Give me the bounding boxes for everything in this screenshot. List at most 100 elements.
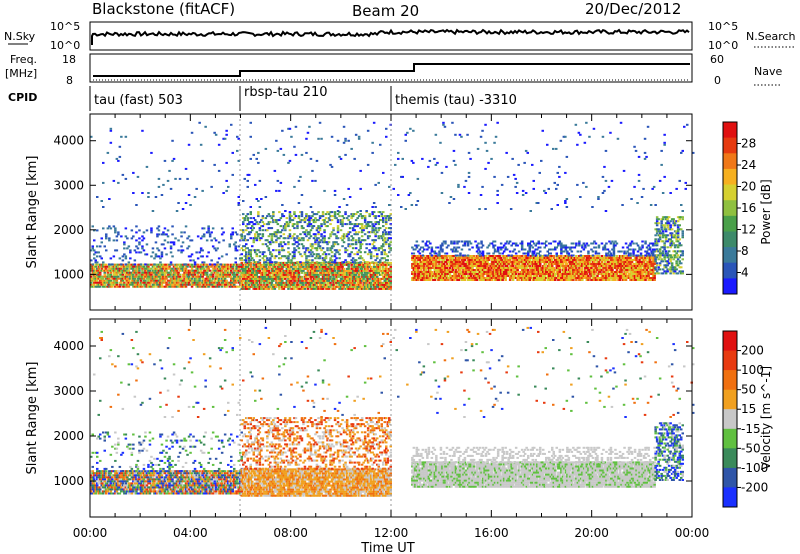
range-cell — [246, 275, 249, 278]
range-cell — [371, 275, 374, 278]
range-cell — [435, 269, 438, 271]
range-cell — [499, 263, 503, 265]
range-cell — [300, 283, 304, 286]
range-cell — [492, 261, 495, 263]
range-cell — [112, 281, 116, 284]
range-cell — [371, 267, 374, 270]
range-cell — [234, 285, 237, 288]
range-cell — [587, 271, 590, 273]
range-cell — [157, 285, 161, 288]
range-cell — [347, 231, 350, 234]
range-cell — [288, 221, 292, 224]
range-cell — [160, 251, 164, 254]
range-cell — [321, 261, 325, 264]
range-cell — [374, 221, 377, 224]
range-cell — [377, 211, 380, 214]
range-cell — [336, 229, 340, 232]
range-cell — [433, 267, 437, 269]
range-cell — [444, 271, 447, 273]
range-cell — [148, 283, 152, 286]
range-cell — [327, 275, 331, 278]
range-cell — [285, 285, 289, 288]
range-cell — [372, 283, 376, 286]
range-cell — [245, 229, 248, 232]
range-cell — [519, 257, 522, 259]
range-cell — [297, 237, 301, 240]
range-cell — [542, 275, 545, 277]
range-cell — [360, 267, 364, 270]
range-cell — [263, 275, 266, 278]
range-cell — [115, 239, 119, 242]
range-cell — [278, 237, 281, 240]
range-cell — [504, 255, 507, 257]
range-cell — [499, 271, 503, 273]
range-cell — [99, 269, 102, 272]
range-cell — [273, 283, 277, 286]
range-cell — [329, 211, 332, 214]
range-cell — [252, 273, 255, 276]
range-cell — [184, 283, 188, 286]
range-cell — [558, 269, 562, 271]
range-cell — [504, 261, 507, 263]
range-cell — [243, 277, 246, 280]
range-cell — [294, 285, 298, 288]
range-cell — [178, 273, 182, 276]
range-cell — [531, 279, 534, 281]
range-cell — [333, 263, 337, 266]
range-cell — [377, 235, 380, 238]
range-cell — [297, 269, 301, 272]
range-cell — [312, 265, 316, 268]
range-cell — [411, 279, 414, 281]
range-cell — [195, 271, 198, 274]
range-cell — [223, 267, 227, 270]
range-cell — [528, 273, 531, 275]
range-cell — [438, 269, 441, 271]
range-cell — [465, 273, 468, 275]
range-cell — [354, 279, 358, 282]
range-cell — [585, 259, 589, 261]
freq-strip: Freq. [MHz] 18 8 60 0 Nave CPID — [5, 53, 782, 104]
range-cell — [303, 251, 307, 254]
range-cell — [246, 269, 249, 272]
range-cell — [357, 215, 361, 218]
range-cell — [291, 277, 295, 280]
range-cell — [282, 275, 286, 278]
range-cell — [330, 261, 334, 264]
range-cell — [543, 259, 546, 261]
range-cell — [308, 267, 311, 270]
range-cell — [380, 285, 383, 288]
range-cell — [380, 235, 383, 238]
range-cell — [93, 229, 96, 232]
range-cell — [463, 279, 467, 281]
range-cell — [105, 275, 108, 278]
range-cell — [118, 273, 122, 276]
range-cell — [153, 285, 156, 288]
range-cell — [389, 285, 392, 288]
range-cell — [377, 215, 380, 218]
range-cell — [105, 237, 108, 240]
range-cell — [564, 275, 568, 277]
range-cell — [609, 257, 613, 259]
range-cell — [472, 271, 476, 273]
range-cell — [214, 281, 218, 284]
range-cell — [278, 211, 281, 214]
range-cell — [151, 265, 155, 268]
range-cell — [255, 285, 258, 288]
range-cell — [442, 279, 446, 281]
range-cell — [505, 257, 509, 259]
range-cell — [184, 277, 188, 280]
range-cell — [160, 263, 164, 266]
range-cell — [418, 275, 422, 277]
range-cell — [522, 267, 525, 269]
range-cell — [487, 279, 491, 281]
range-cell — [276, 273, 280, 276]
range-cell — [300, 261, 304, 264]
range-cell — [360, 257, 364, 260]
range-cell — [205, 281, 209, 284]
range-cell — [207, 277, 210, 280]
range-cell — [326, 211, 329, 214]
range-cell — [269, 281, 272, 284]
range-cell — [300, 243, 304, 246]
range-cell — [90, 275, 93, 278]
range-cell — [335, 263, 338, 266]
